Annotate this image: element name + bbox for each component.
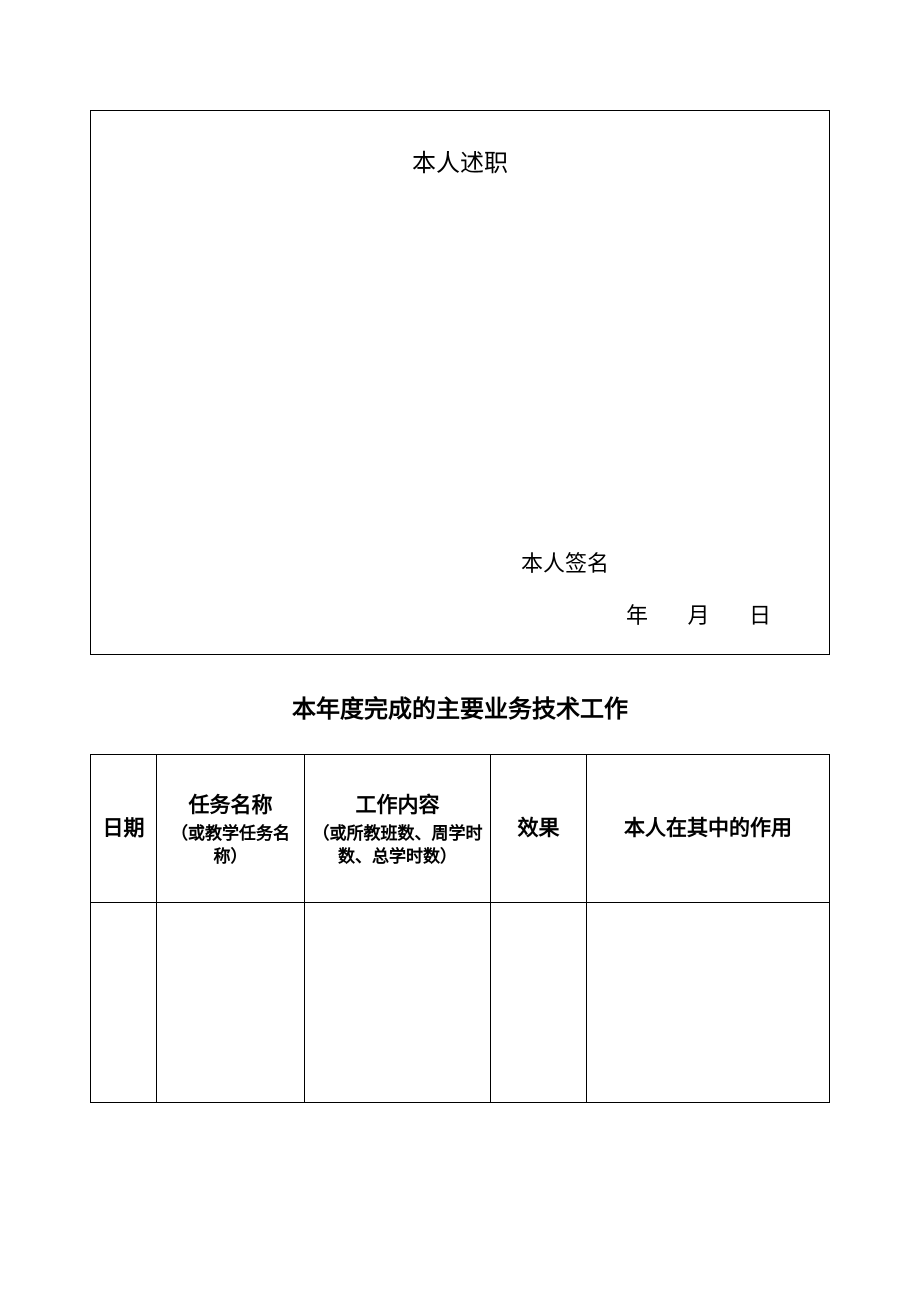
col-role: 本人在其中的作用 — [587, 755, 830, 903]
date-line: 年 月 日 — [626, 598, 771, 630]
col-task: 任务名称 （或教学任务名称） — [157, 755, 305, 903]
col-task-sub: （或教学任务名称） — [161, 823, 300, 869]
work-table: 日期 任务名称 （或教学任务名称） 工作内容 （或所教班数、周学时数、总学时数）… — [90, 754, 830, 1103]
col-role-main: 本人在其中的作用 — [591, 812, 825, 842]
col-content: 工作内容 （或所教班数、周学时数、总学时数） — [305, 755, 491, 903]
col-task-main: 任务名称 — [161, 789, 300, 819]
col-content-sub: （或所教班数、周学时数、总学时数） — [309, 823, 486, 869]
col-effect: 效果 — [491, 755, 587, 903]
cell-content — [305, 903, 491, 1103]
date-day-label: 日 — [749, 598, 771, 630]
work-table-row — [91, 903, 830, 1103]
cell-date — [91, 903, 157, 1103]
col-date: 日期 — [91, 755, 157, 903]
col-date-main: 日期 — [95, 812, 152, 842]
personal-statement-title: 本人述职 — [111, 143, 809, 178]
signature-label: 本人签名 — [91, 546, 829, 578]
col-content-main: 工作内容 — [309, 789, 486, 819]
personal-statement-box: 本人述职 本人签名 年 月 日 — [90, 110, 830, 655]
col-effect-main: 效果 — [495, 812, 582, 842]
cell-effect — [491, 903, 587, 1103]
cell-role — [587, 903, 830, 1103]
date-month-label: 月 — [687, 598, 709, 630]
work-table-header-row: 日期 任务名称 （或教学任务名称） 工作内容 （或所教班数、周学时数、总学时数）… — [91, 755, 830, 903]
section-title: 本年度完成的主要业务技术工作 — [90, 689, 830, 724]
cell-task — [157, 903, 305, 1103]
date-year-label: 年 — [626, 598, 648, 630]
